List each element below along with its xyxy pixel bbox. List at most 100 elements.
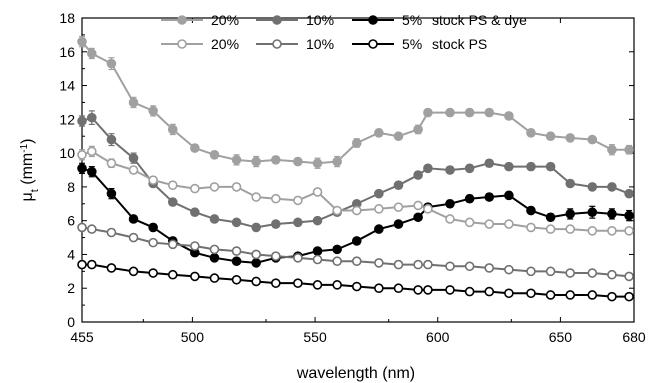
data-point <box>445 198 455 209</box>
data-point <box>413 212 423 223</box>
data-point <box>87 112 97 123</box>
data-point <box>251 192 261 202</box>
data-point <box>87 224 97 234</box>
data-point <box>128 97 139 108</box>
data-point <box>374 128 384 138</box>
data-point <box>504 264 514 275</box>
data-point <box>393 180 404 190</box>
data-point <box>423 107 433 118</box>
legend-label: 5% <box>402 12 422 28</box>
data-point <box>413 285 423 295</box>
data-point <box>77 259 87 270</box>
data-point <box>77 150 87 160</box>
data-point <box>106 58 117 69</box>
data-point <box>128 214 139 224</box>
legend-label: 5% <box>402 36 422 52</box>
data-point <box>484 219 495 229</box>
data-point <box>293 195 303 206</box>
data-point <box>231 217 242 228</box>
data-point <box>464 193 475 204</box>
data-point <box>106 263 117 273</box>
data-point <box>445 107 455 118</box>
data-point <box>526 205 536 216</box>
data-point <box>351 236 362 246</box>
legend-marker <box>368 39 378 49</box>
data-point <box>413 200 423 211</box>
data-point <box>312 215 323 226</box>
x-tick-label: 500 <box>181 329 205 345</box>
data-point <box>545 224 556 234</box>
series-layer <box>77 35 634 302</box>
data-point <box>565 268 576 278</box>
legend-suffix: stock PS <box>432 36 487 52</box>
data-point <box>464 217 475 228</box>
data-point <box>374 258 384 268</box>
data-point <box>423 259 433 270</box>
data-point <box>624 188 634 199</box>
data-point <box>624 271 634 282</box>
data-point <box>587 290 598 300</box>
series <box>77 35 634 169</box>
data-point <box>413 170 423 180</box>
legend-item: 10% <box>256 12 334 28</box>
data-point <box>587 134 598 145</box>
data-point <box>209 273 220 283</box>
data-point <box>87 259 97 270</box>
x-tick-label: 455 <box>70 329 94 345</box>
legend-item: 10% <box>256 36 334 52</box>
data-point <box>271 193 281 204</box>
data-point <box>587 207 598 218</box>
data-point <box>293 278 303 288</box>
data-point <box>545 266 556 277</box>
data-point <box>106 188 117 199</box>
data-point <box>607 182 617 192</box>
data-point <box>209 214 220 224</box>
y-tick-label: 6 <box>67 213 75 229</box>
data-point <box>351 281 362 292</box>
data-point <box>413 124 423 135</box>
data-point <box>77 116 87 126</box>
y-axis-title: μt (mm-1) <box>19 139 42 202</box>
data-point <box>148 237 158 248</box>
data-point <box>423 285 433 295</box>
data-point <box>231 182 242 192</box>
data-point <box>106 134 117 145</box>
data-point <box>545 290 556 300</box>
data-point <box>128 153 139 163</box>
data-point <box>190 207 200 218</box>
data-point <box>312 246 323 256</box>
data-point <box>190 183 200 194</box>
y-tick-label: 0 <box>67 314 75 330</box>
y-tick-label: 14 <box>59 78 75 94</box>
data-point <box>393 219 404 229</box>
data-point <box>209 253 220 263</box>
data-point <box>504 161 514 172</box>
data-point <box>271 278 281 288</box>
data-point <box>231 246 242 256</box>
data-point <box>484 286 495 297</box>
data-point <box>374 204 384 214</box>
data-point <box>504 111 514 121</box>
data-point <box>374 283 384 294</box>
data-point <box>271 219 281 229</box>
data-point <box>77 36 87 47</box>
data-point <box>167 197 178 207</box>
data-point <box>332 156 342 167</box>
data-point <box>464 261 475 272</box>
data-point <box>293 253 303 263</box>
data-point <box>526 128 536 138</box>
data-point <box>607 291 617 302</box>
data-point <box>231 274 242 285</box>
series <box>77 145 634 236</box>
data-point <box>231 155 242 165</box>
series <box>77 110 634 233</box>
data-point <box>526 222 536 233</box>
data-point <box>312 254 323 265</box>
y-tick-label: 4 <box>67 246 75 262</box>
data-point <box>128 266 139 277</box>
data-point <box>393 131 404 142</box>
data-point <box>464 107 475 118</box>
data-point <box>565 178 576 189</box>
data-point <box>393 283 404 294</box>
x-tick-label: 680 <box>622 329 646 345</box>
